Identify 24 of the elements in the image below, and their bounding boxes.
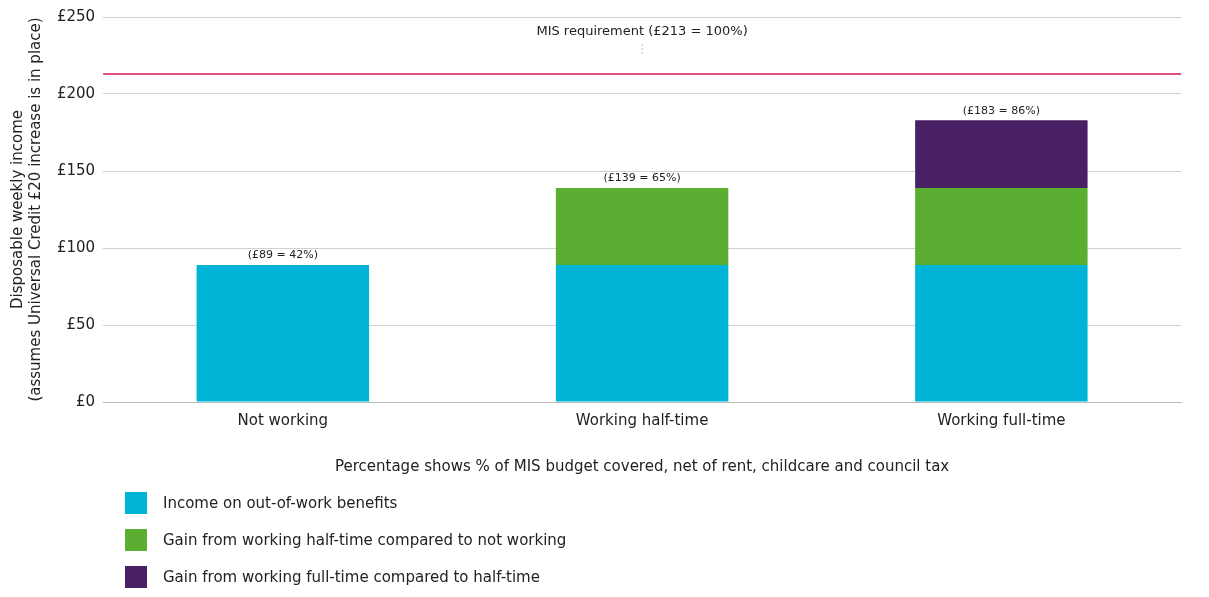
legend-label: Gain from working full-time compared to half-time (163, 567, 540, 586)
x-tick-label: Not working (237, 410, 329, 429)
ref-line-label: MIS requirement (£213 = 100%) (536, 22, 748, 38)
x-tick-label: Working full-time (937, 410, 1066, 429)
bar (555, 187, 729, 265)
bar (555, 264, 729, 402)
x-axis-title: Percentage shows % of MIS budget covered, net of rent, childcare and council tax (334, 456, 950, 475)
total-label: (£89 = 42%) (247, 248, 318, 262)
bar (915, 264, 1088, 402)
x-tick-label: Working half-time (575, 410, 709, 429)
y-tick-label: £150 (56, 160, 96, 179)
legend-label: Income on out-of-work benefits (163, 493, 398, 512)
y-tick-label: £0 (76, 391, 96, 410)
total-label: (£183 = 86%) (962, 103, 1040, 117)
y-tick-label: £50 (66, 314, 96, 333)
y-tick-label: £250 (56, 6, 96, 25)
bar (196, 264, 370, 402)
y-tick-label: £200 (56, 83, 96, 102)
y-tick-label: £100 (56, 237, 96, 256)
bar (915, 120, 1088, 188)
bar (915, 187, 1088, 265)
total-label: (£139 = 65%) (603, 171, 681, 185)
y-axis-title: Disposable weekly income (assumes Universal Credit £20 increase is in place) (7, 17, 44, 402)
legend-label: Gain from working half-time compared to not working (163, 530, 567, 549)
